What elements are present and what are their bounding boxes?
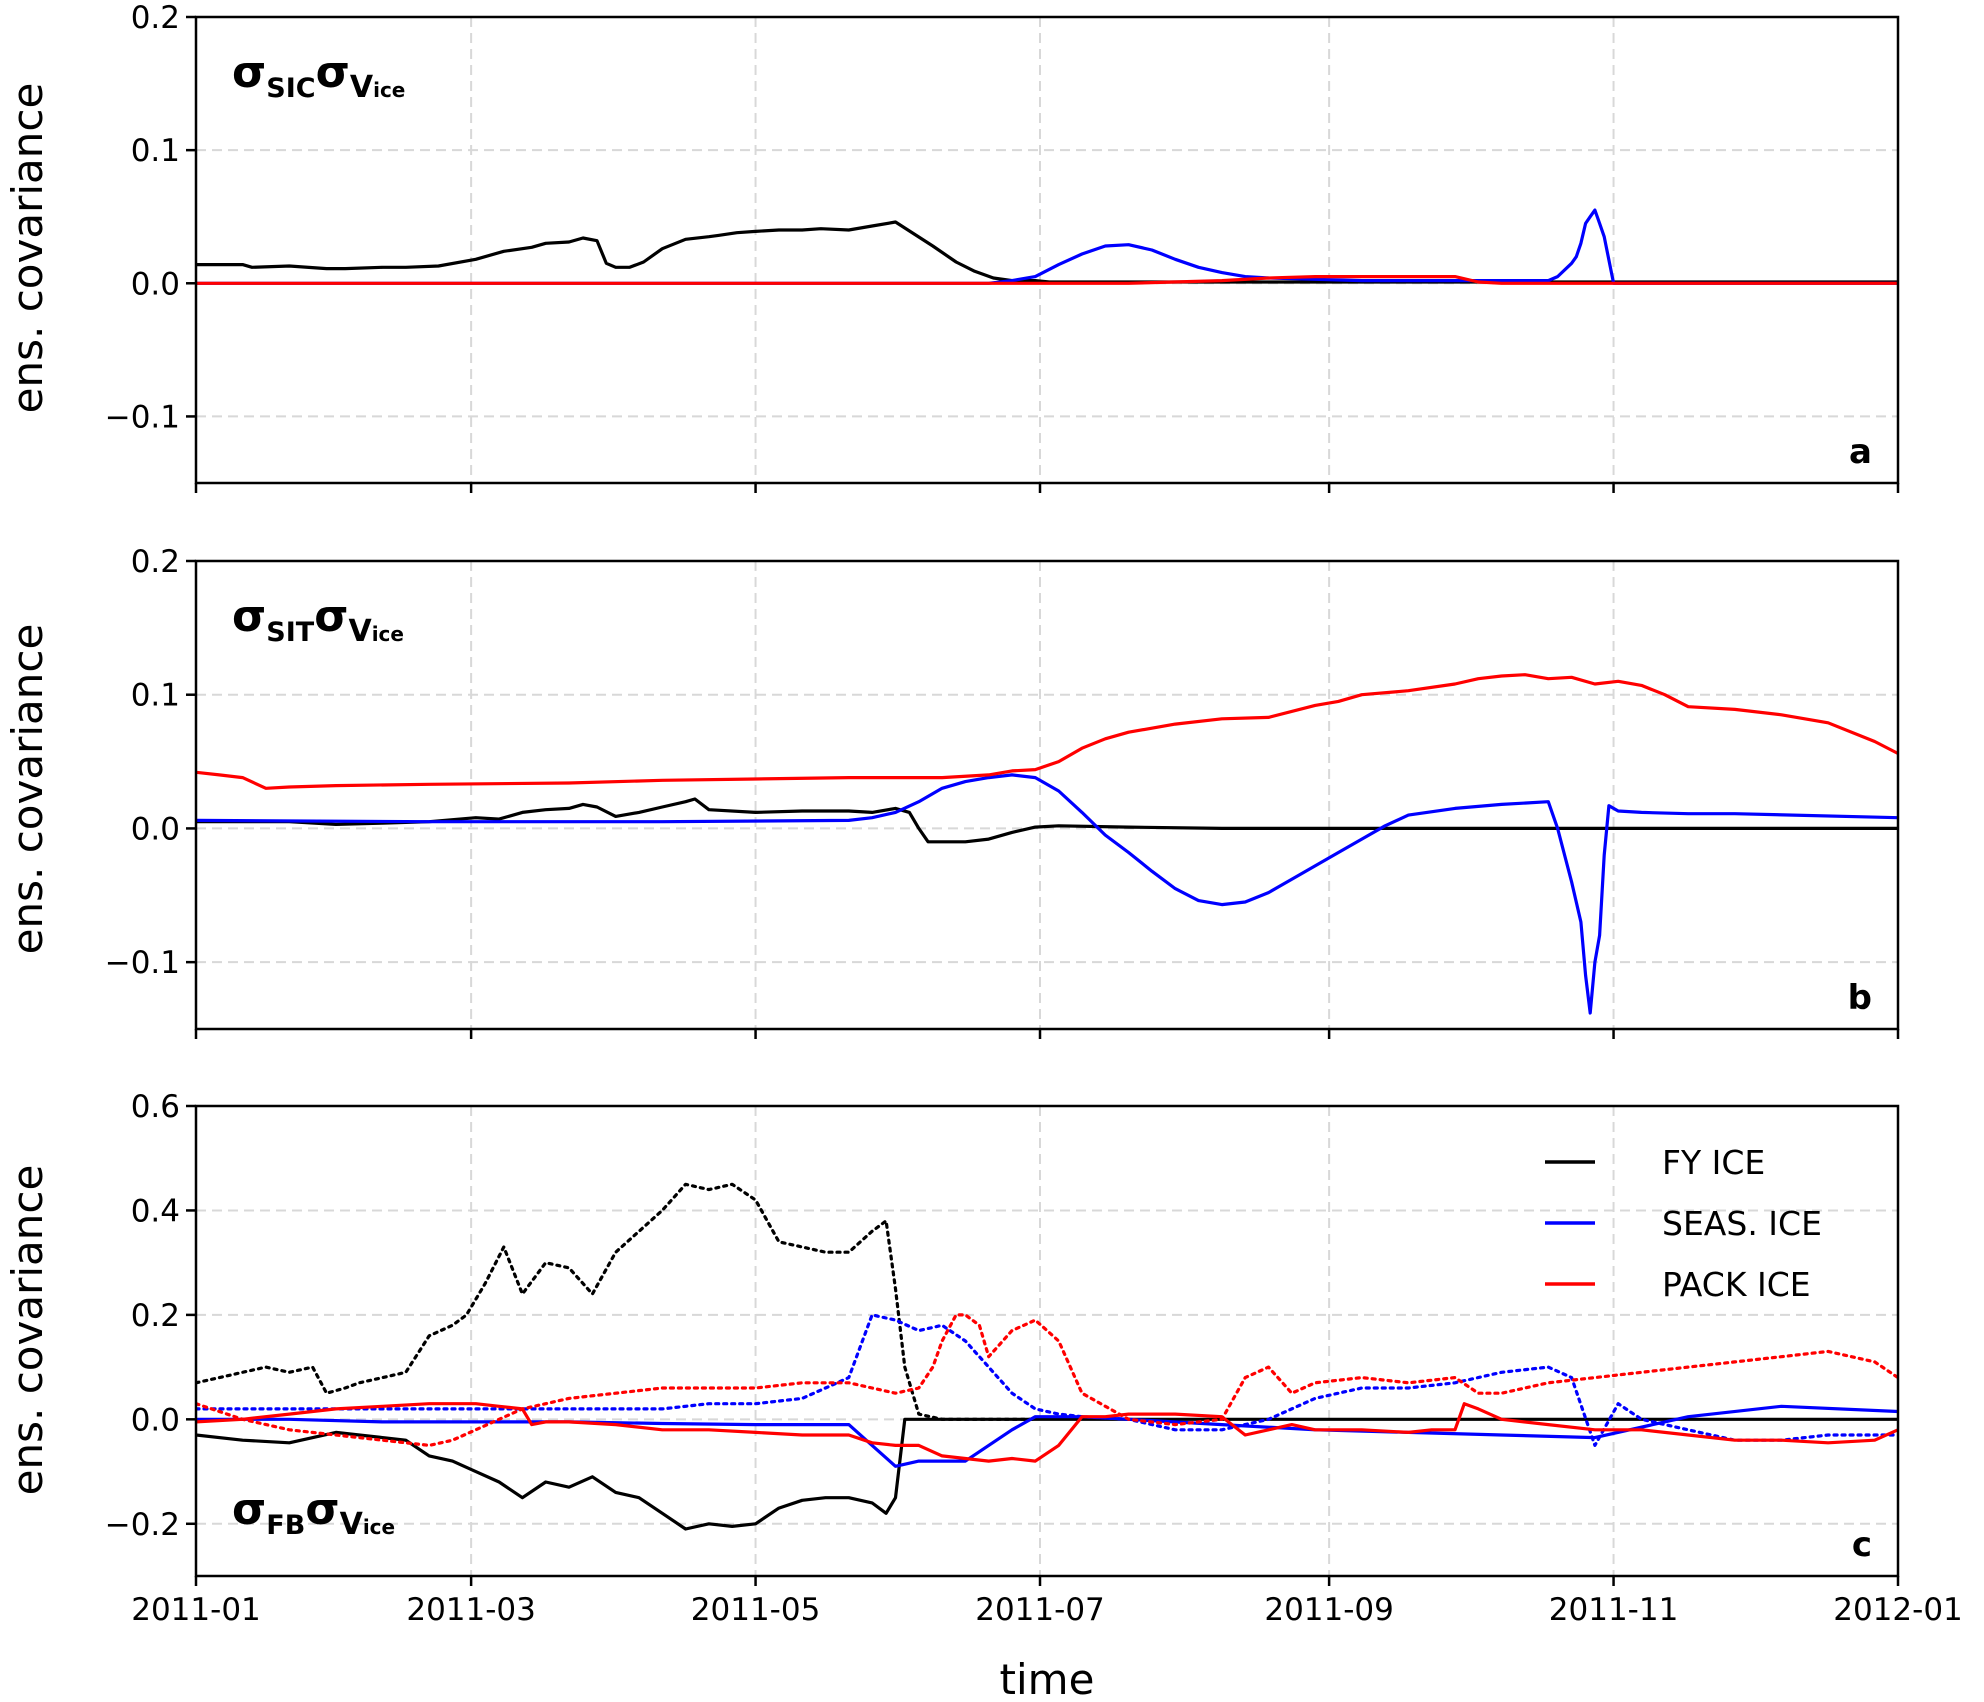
y-tick-label-c-4: −0.2 xyxy=(105,1507,180,1543)
panel-letter-c: c xyxy=(1852,1525,1872,1565)
panel-title-part-b-4: ice xyxy=(372,622,404,646)
panel-title-part-b-0: σ xyxy=(232,591,266,642)
y-tick-label-b-3: −0.1 xyxy=(105,945,180,981)
series-line-b-2-solid xyxy=(196,673,1898,790)
x-tick-label-5: 2011-11 xyxy=(1549,1592,1679,1628)
panel-c: 0.6 0.4 0.2 0.0 −0.2 2011-01 2011-03 2011-05 201… xyxy=(105,1089,1963,1628)
panel-title-part-a-1: SIC xyxy=(266,73,315,104)
y-tick-label-a-3: −0.1 xyxy=(105,399,180,435)
panel-title-part-b-1: SIT xyxy=(266,617,314,648)
panel-title-part-c-3: V xyxy=(340,1507,364,1542)
panel-title-part-a-3: V xyxy=(350,70,374,105)
series-group-c xyxy=(196,1182,1898,1531)
panel-title-part-b-3: V xyxy=(348,614,372,649)
x-tick-label-4: 2011-09 xyxy=(1264,1592,1394,1628)
y-axis-label-a: ens. covariance xyxy=(3,83,52,414)
series-line-a-1-solid xyxy=(196,208,1898,285)
panel-title-part-c-2: σ xyxy=(305,1484,339,1535)
y-tick-label-b-1: 0.1 xyxy=(131,678,180,714)
chart-panels: 0.20.10.0−0.1σSICσVicea0.20.10.0−0.1σSIT… xyxy=(105,0,1963,1628)
panel-title-c: σFBσVice xyxy=(232,1484,395,1542)
x-tick-label-1: 2011-03 xyxy=(406,1592,536,1628)
x-tick-label-3: 2011-07 xyxy=(975,1592,1105,1628)
x-tick-label-0: 2011-01 xyxy=(131,1592,261,1628)
plot-frame-b xyxy=(194,559,1900,1031)
panel-title-a: σSICσVice xyxy=(232,47,405,105)
series-line-c-5-dotted xyxy=(196,1313,1898,1447)
y-axis-label-c: ens. covariance xyxy=(3,1165,52,1496)
y-tick-label-b-2: 0.0 xyxy=(131,811,180,847)
series-line-a-0-solid xyxy=(196,220,1898,284)
panel-title-part-c-1: FB xyxy=(266,1510,305,1541)
panel-title-part-c-0: σ xyxy=(232,1484,266,1535)
panel-letter-a: a xyxy=(1849,432,1872,472)
panel-title-part-a-4: ice xyxy=(373,78,405,102)
panel-title-part-b-2: σ xyxy=(314,591,348,642)
y-tick-label-c-2: 0.2 xyxy=(131,1298,180,1334)
panel-title-part-c-4: ice xyxy=(363,1515,395,1539)
series-line-c-0-solid xyxy=(196,1417,1898,1531)
panel-letter-b: b xyxy=(1848,978,1872,1018)
y-tick-label-a-0: 0.2 xyxy=(131,0,180,36)
legend-label-2: PACK ICE xyxy=(1662,1265,1811,1304)
series-line-c-4-solid xyxy=(196,1402,1898,1463)
panel-title-part-a-2: σ xyxy=(316,47,350,98)
series-line-c-1-dotted xyxy=(196,1182,1037,1421)
y-tick-label-c-0: 0.6 xyxy=(131,1089,180,1125)
y-axis-label-b: ens. covariance xyxy=(3,624,52,955)
legend-label-0: FY ICE xyxy=(1662,1143,1765,1182)
panel-title-b: σSITσVice xyxy=(232,591,404,649)
legend-label-1: SEAS. ICE xyxy=(1662,1204,1822,1243)
x-tick-label-6: 2012-01 xyxy=(1833,1592,1963,1628)
panel-title-part-a-0: σ xyxy=(232,47,266,98)
legend: FY ICE SEAS. ICE PACK ICE xyxy=(1545,1143,1822,1304)
series-line-c-2-solid xyxy=(196,1404,1898,1468)
plot-frame-c xyxy=(194,1104,1900,1578)
x-axis-label: time xyxy=(1000,1655,1095,1702)
series-line-b-0-solid xyxy=(196,797,1898,844)
plot-frame-a xyxy=(194,15,1900,485)
y-tick-label-c-3: 0.0 xyxy=(131,1402,180,1438)
x-tick-label-2: 2011-05 xyxy=(691,1592,821,1628)
y-tick-label-a-1: 0.1 xyxy=(131,133,180,169)
series-group-b xyxy=(196,673,1898,1015)
series-line-c-3-dotted xyxy=(196,1313,1898,1447)
series-group-a xyxy=(196,208,1898,285)
y-tick-label-b-0: 0.2 xyxy=(131,544,180,580)
y-tick-label-a-2: 0.0 xyxy=(131,266,180,302)
series-line-b-1-solid xyxy=(196,773,1898,1015)
series-line-a-2-solid xyxy=(196,275,1898,285)
y-tick-label-c-1: 0.4 xyxy=(131,1193,180,1229)
